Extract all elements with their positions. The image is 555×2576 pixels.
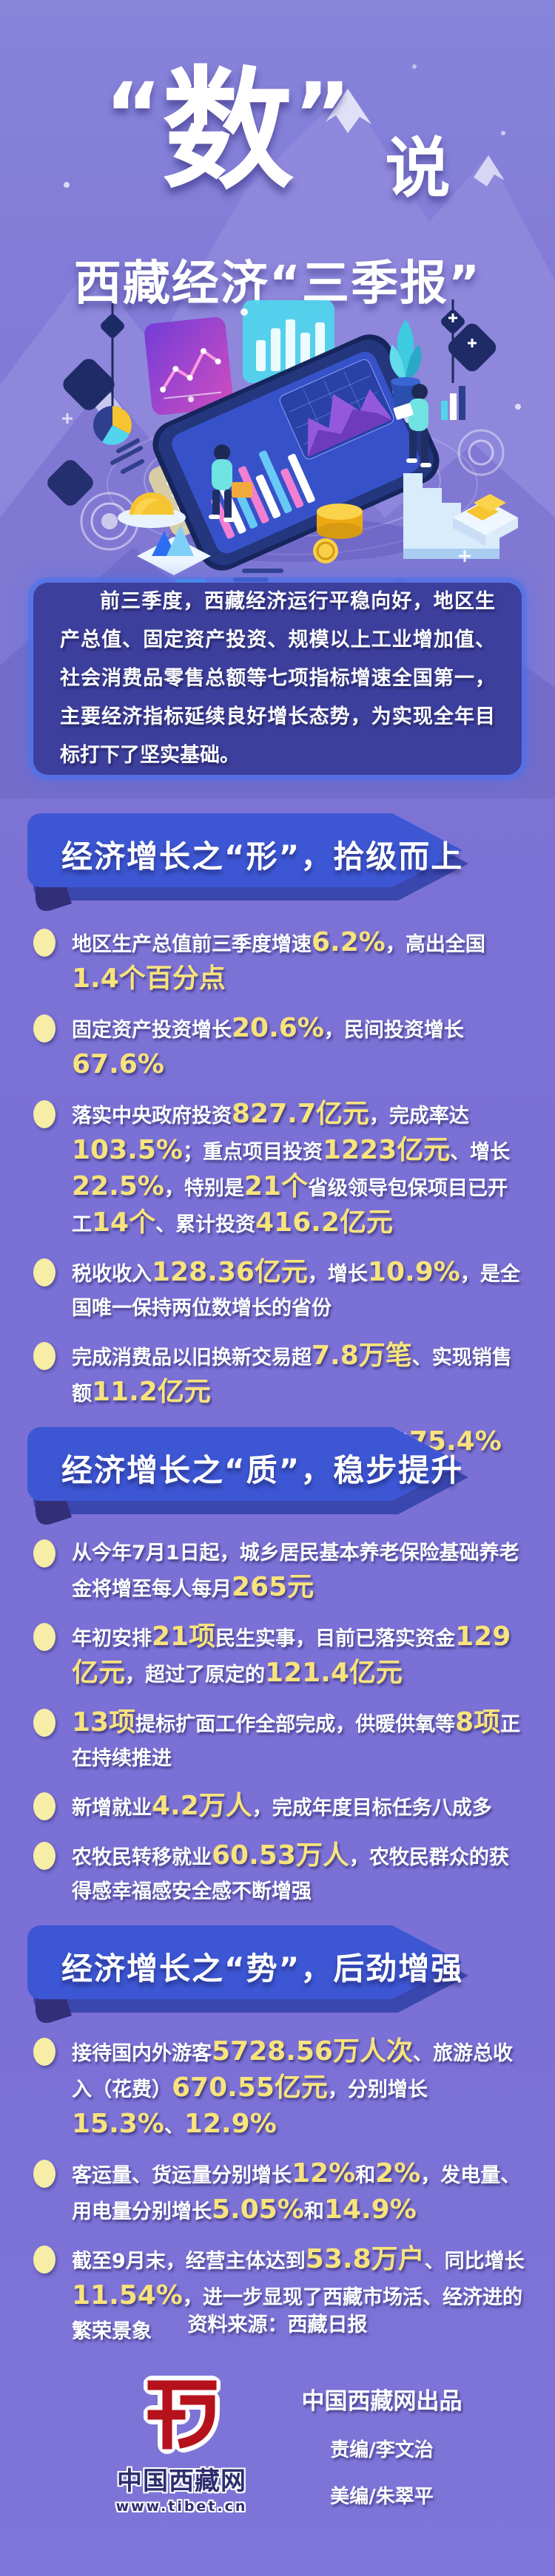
bullet-text: 新增就业4.2万人，完成年度目标任务八成多 [72,1791,492,1821]
phone-area-chart-icon [279,359,394,460]
pie-chart-pendant-icon [93,303,132,445]
bullet-text: 13项提标扩面工作全部完成，供暖供氧等8项正在持续推进 [72,1707,521,1770]
bullet-dot-icon [33,2160,56,2188]
bullet-item: 年初安排21项民生实事，目前已落实资金129亿元，超过了原定的121.4亿元 [33,1620,525,1692]
bullet-dot-icon [33,1014,56,1043]
bullet-list: 地区生产总值前三季度增速6.2%，高出全国1.4个百分点 固定资产投资增长20.6… [33,926,525,1474]
bullet-dot-icon [33,1709,56,1737]
bullet-item: 13项提标扩面工作全部完成，供暖供氧等8项正在持续推进 [33,1706,525,1776]
logo-name: 中国西藏网 [117,2467,246,2496]
close-quote: ” [293,64,352,166]
bullet-dot-icon [33,1623,56,1651]
bullet-dot-icon [33,1342,56,1370]
intro-text: 前三季度，西藏经济运行平稳向好，地区生产总值、固定资产投资、规模以上工业增加值、… [60,590,495,767]
section-title: 经济增长之“形”，拾级而上 [61,838,464,875]
section-banner-shape: 经济增长之“势”，后劲增强 [18,1924,477,2036]
bullet-text: 接待国内外游客5728.56万人次、旅游总收入（花费）670.55亿元，分别增长… [72,2036,513,2139]
arrow-banner-icon [27,1427,468,1525]
bullet-text: 落实中央政府投资827.7亿元，完成率达103.5%；重点项目投资1223亿元、… [72,1099,511,1238]
bullet-item: 税收收入128.36亿元，增长10.9%，是全国唯一保持两位数增长的省份 [33,1255,525,1326]
navy-tile-icon [47,460,93,506]
tibet-net-logo-icon [142,2376,221,2454]
person-tablet-icon [393,384,431,467]
arrow-banner-icon [27,1925,468,2024]
section-banner-shape: 经济增长之“形”，拾级而上 [18,812,477,924]
bullet-item: 落实中央政府投资827.7亿元，完成率达103.5%；重点项目投资1223亿元、… [33,1097,525,1242]
bullet-text: 完成消费品以旧换新交易超7.8万笔、实现销售额11.2亿元 [72,1340,512,1407]
section-title: 经济增长之“势”，后劲增强 [61,1950,464,1987]
peaks-tile-icon [137,525,211,575]
bullet-list: 接待国内外游客5728.56万人次、旅游总收入（花费）670.55亿元，分别增长… [33,2035,525,2362]
bullet-dot-icon [33,2245,56,2274]
title-line-1: “数” 说 [0,54,555,207]
title-say-char: 说 [385,130,451,206]
bullet-text: 截至9月末，经营主体达到53.8万户、同比增长11.54%，进一步显现了西藏市场… [72,2244,525,2343]
designer-credit: 美编/朱翠平 [330,2486,434,2508]
bullet-item: 截至9月末，经营主体达到53.8万户、同比增长11.54%，进一步显现了西藏市场… [33,2243,525,2349]
bullet-item: 完成消费品以旧换新交易超7.8万笔、实现销售额11.2亿元 [33,1339,525,1411]
gold-bars-icon [453,494,518,546]
logo-site: www.tibet.cn [115,2498,248,2515]
bullet-item: 从今年7月1日起，城乡居民基本养老保险基础养老金将增至每人每月265元 [33,1536,525,1607]
bullet-dot-icon [33,1792,56,1820]
produced-by: 中国西藏网出品 [301,2388,462,2415]
bullet-list: 从今年7月1日起，城乡居民基本养老保险基础养老金将增至每人每月265元年初安排2… [33,1536,525,1922]
bullet-item: 客运量、货运量分别增长12%和2%，发电量、用电量分别增长5.05%和14.9% [33,2157,525,2229]
bullet-item: 接待国内外游客5728.56万人次、旅游总收入（花费）670.55亿元，分别增长… [33,2035,525,2143]
bullet-item: 新增就业4.2万人，完成年度目标任务八成多 [33,1789,525,1826]
section-banner-shape: 经济增长之“质”，稳步提升 [18,1426,477,1538]
bullet-text: 固定资产投资增长20.6%，民间投资增长67.6% [72,1013,464,1079]
bullet-dot-icon [33,1842,56,1870]
person-briefcase-icon [209,444,252,522]
source-line: 资料来源：西藏日报 [187,2314,368,2336]
bullet-text: 地区生产总值前三季度增速6.2%，高出全国1.4个百分点 [72,927,485,994]
bullet-text: 年初安排21项民生实事，目前已落实资金129亿元，超过了原定的121.4亿元 [72,1621,511,1688]
editor-credit: 责编/李文治 [330,2439,434,2461]
intro-panel: 前三季度，西藏经济运行平稳向好，地区生产总值、固定资产投资、规模以上工业增加值、… [33,583,522,775]
dome-pedestal-icon [118,492,186,528]
title-big-char: 数 [161,54,294,207]
bullet-text: 客运量、货运量分别增长12%和2%，发电量、用电量分别增长5.05%和14.9% [72,2158,521,2225]
bullet-dot-icon [33,929,56,957]
bullet-text: 税收收入128.36亿元，增长10.9%，是全国唯一保持两位数增长的省份 [72,1257,520,1320]
bar-pendant-icon [441,299,465,420]
section-title: 经济增长之“质”，稳步提升 [61,1452,464,1488]
navy-tile-icon [63,359,115,410]
bullet-dot-icon [33,1258,56,1287]
hero-title: “数” 说 西藏经济“三季报” [0,65,555,313]
logo-column: 中国西藏网 www.tibet.cn [93,2372,271,2515]
bullet-item: 固定资产投资增长20.6%，民间投资增长67.6% [33,1011,525,1084]
bullet-item: 农牧民转移就业60.53万人，农牧民群众的获得感幸福感安全感不断增强 [33,1839,525,1909]
bullet-dot-icon [33,1539,56,1567]
isometric-data-illustration [47,299,521,591]
phone-bars-chart-icon [211,450,315,539]
radar-rings-right [457,429,505,476]
open-quote: “ [104,64,162,166]
footer: 中国西藏网 www.tibet.cn 中国西藏网出品 责编/李文治 美编/朱翠平 [0,2372,555,2515]
bullet-dot-icon [33,1100,56,1128]
coins-icon [313,504,363,563]
bullet-text: 从今年7月1日起，城乡居民基本养老保险基础养老金将增至每人每月265元 [72,1542,519,1602]
bullet-item: 地区生产总值前三季度增速6.2%，高出全国1.4个百分点 [33,926,525,998]
bullet-dot-icon [33,2038,56,2066]
bullet-text: 农牧民转移就业60.53万人，农牧民群众的获得感幸福感安全感不断增强 [72,1840,509,1903]
arrow-banner-icon [27,813,468,912]
line-chart-card-icon [144,316,233,416]
credits-column: 中国西藏网出品 责编/李文治 美编/朱翠平 [302,2372,462,2515]
